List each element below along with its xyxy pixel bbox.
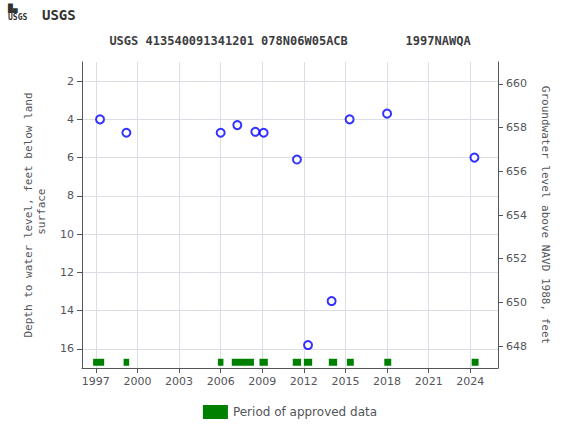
svg-text:2012: 2012 [290,375,318,388]
svg-text:USGS 413540091341201 078N06W05: USGS 413540091341201 078N06W05ACB 1997NA… [109,34,471,48]
svg-text:658: 658 [506,121,527,134]
svg-text:4: 4 [67,113,74,126]
svg-text:2024: 2024 [456,375,484,388]
svg-text:2018: 2018 [373,375,401,388]
svg-text:2006: 2006 [207,375,235,388]
svg-text:8: 8 [67,189,74,202]
svg-text:USGS: USGS [42,7,76,23]
svg-text:2009: 2009 [248,375,276,388]
svg-text:656: 656 [506,165,527,178]
svg-text:2003: 2003 [165,375,193,388]
svg-text:2000: 2000 [123,375,151,388]
svg-text:10: 10 [60,228,74,241]
svg-text:Period of approved data: Period of approved data [233,405,377,419]
svg-text:1997: 1997 [82,375,110,388]
svg-text:652: 652 [506,252,527,265]
svg-text:2: 2 [67,75,74,88]
svg-text:660: 660 [506,77,527,90]
svg-text:654: 654 [506,209,527,222]
svg-text:2015: 2015 [331,375,359,388]
svg-text:█▄: █▄ [7,3,18,13]
svg-text:Groundwater level above NAVD 1: Groundwater level above NAVD 1988, feet [539,86,552,344]
svg-text:14: 14 [60,304,74,317]
svg-text:12: 12 [60,266,74,279]
svg-text:16: 16 [60,342,74,355]
svg-text:648: 648 [506,340,527,353]
svg-text:surface: surface [35,189,48,242]
svg-text:6: 6 [67,151,74,164]
svg-text:USGS: USGS [8,13,27,22]
svg-text:650: 650 [506,296,527,309]
svg-text:Depth to water level, feet bel: Depth to water level, feet below land [22,92,35,337]
svg-text:2021: 2021 [415,375,443,388]
